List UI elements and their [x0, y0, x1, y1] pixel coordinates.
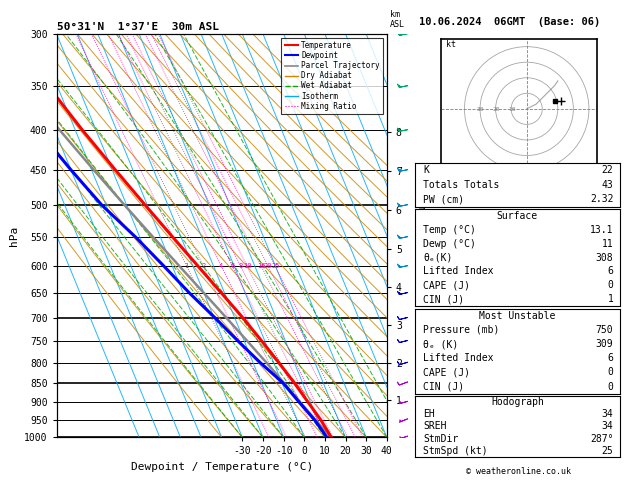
- Text: 287°: 287°: [590, 434, 613, 444]
- Text: CIN (J): CIN (J): [423, 382, 464, 392]
- Text: 10: 10: [243, 263, 252, 269]
- Text: CIN (J): CIN (J): [423, 294, 464, 304]
- Text: StmSpd (kt): StmSpd (kt): [423, 446, 488, 456]
- Text: θₑ(K): θₑ(K): [423, 253, 453, 262]
- Text: Lifted Index: Lifted Index: [423, 353, 494, 363]
- Text: km
ASL: km ASL: [390, 10, 405, 29]
- Text: 309: 309: [596, 339, 613, 349]
- Text: 2: 2: [201, 263, 206, 269]
- Text: 308: 308: [596, 253, 613, 262]
- Text: © weatheronline.co.uk: © weatheronline.co.uk: [467, 467, 571, 476]
- Text: 50°31'N  1°37'E  30m ASL: 50°31'N 1°37'E 30m ASL: [57, 22, 219, 32]
- Text: 34: 34: [602, 409, 613, 419]
- Text: 10: 10: [508, 107, 516, 112]
- Text: 6: 6: [230, 263, 235, 269]
- Text: 1: 1: [608, 294, 613, 304]
- Text: 22: 22: [602, 165, 613, 175]
- Legend: Temperature, Dewpoint, Parcel Trajectory, Dry Adiabat, Wet Adiabat, Isotherm, Mi: Temperature, Dewpoint, Parcel Trajectory…: [281, 38, 383, 114]
- Text: 20: 20: [493, 107, 500, 112]
- X-axis label: Dewpoint / Temperature (°C): Dewpoint / Temperature (°C): [131, 462, 313, 472]
- Text: 16: 16: [257, 263, 265, 269]
- Text: 11: 11: [602, 239, 613, 249]
- Text: 6: 6: [608, 353, 613, 363]
- Text: 10.06.2024  06GMT  (Base: 06): 10.06.2024 06GMT (Base: 06): [419, 17, 600, 27]
- Text: CAPE (J): CAPE (J): [423, 280, 470, 290]
- Text: 8: 8: [238, 263, 243, 269]
- Text: EH: EH: [423, 409, 435, 419]
- Text: 25: 25: [271, 263, 279, 269]
- Text: 4: 4: [219, 263, 223, 269]
- Text: 30: 30: [477, 107, 484, 112]
- Text: Totals Totals: Totals Totals: [423, 180, 499, 190]
- Text: 25: 25: [602, 446, 613, 456]
- Text: StmDir: StmDir: [423, 434, 459, 444]
- Text: θₑ (K): θₑ (K): [423, 339, 459, 349]
- Text: 0: 0: [608, 280, 613, 290]
- Text: 20: 20: [264, 263, 272, 269]
- Y-axis label: Mixing Ratio (g/kg): Mixing Ratio (g/kg): [416, 180, 426, 292]
- Text: Surface: Surface: [497, 211, 538, 221]
- Text: 2.32: 2.32: [590, 194, 613, 204]
- Text: 6: 6: [608, 266, 613, 277]
- Text: kt: kt: [446, 40, 456, 49]
- Text: 1: 1: [184, 263, 189, 269]
- Text: Temp (°C): Temp (°C): [423, 225, 476, 235]
- Text: Dewp (°C): Dewp (°C): [423, 239, 476, 249]
- Text: Most Unstable: Most Unstable: [479, 311, 555, 321]
- Text: Hodograph: Hodograph: [491, 397, 544, 407]
- Text: CAPE (J): CAPE (J): [423, 367, 470, 378]
- Text: Lifted Index: Lifted Index: [423, 266, 494, 277]
- Text: 0: 0: [608, 382, 613, 392]
- Text: 750: 750: [596, 325, 613, 335]
- Text: Pressure (mb): Pressure (mb): [423, 325, 499, 335]
- Text: 43: 43: [602, 180, 613, 190]
- Text: 13.1: 13.1: [590, 225, 613, 235]
- Text: PW (cm): PW (cm): [423, 194, 464, 204]
- Text: SREH: SREH: [423, 421, 447, 432]
- Text: 0: 0: [608, 367, 613, 378]
- Y-axis label: hPa: hPa: [9, 226, 18, 246]
- Text: K: K: [423, 165, 429, 175]
- Text: 34: 34: [602, 421, 613, 432]
